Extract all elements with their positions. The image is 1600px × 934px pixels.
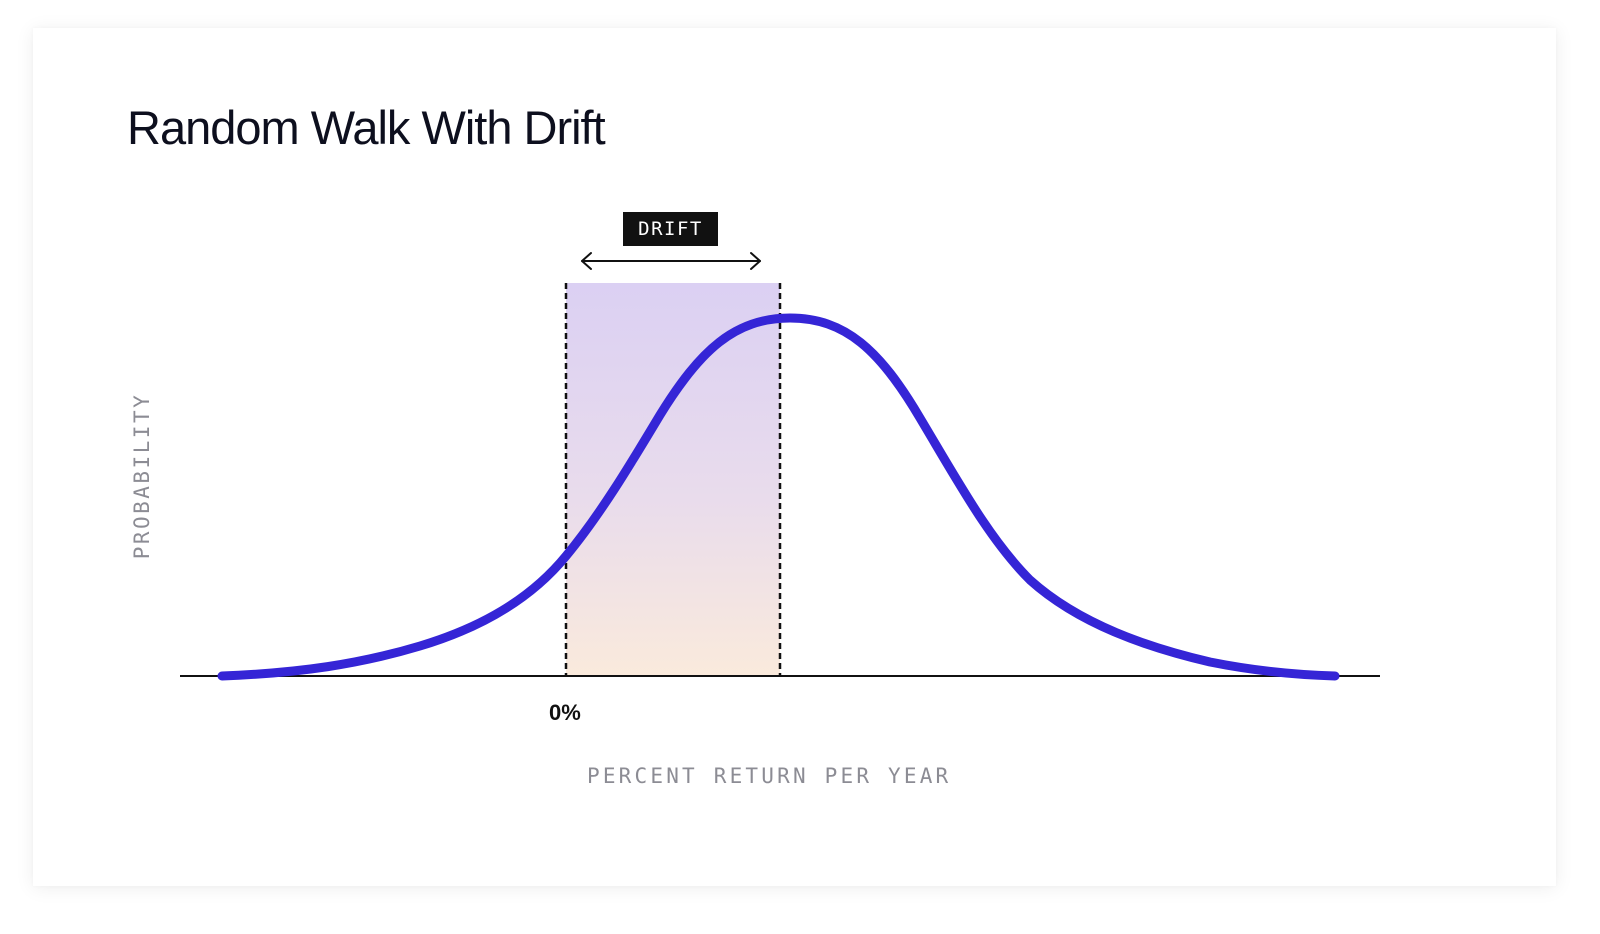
- y-axis-label: PROBABILITY: [130, 392, 154, 560]
- chart-title: Random Walk With Drift: [127, 101, 606, 154]
- drift-double-arrow-icon: [581, 252, 761, 270]
- x-axis-tick-zero: 0%: [549, 700, 581, 725]
- drift-label-badge: DRIFT: [623, 212, 718, 246]
- x-axis-label: PERCENT RETURN PER YEAR: [587, 764, 952, 788]
- drift-shaded-band: [566, 283, 780, 676]
- distribution-curve: [217, 313, 1340, 681]
- chart-card: [33, 28, 1556, 886]
